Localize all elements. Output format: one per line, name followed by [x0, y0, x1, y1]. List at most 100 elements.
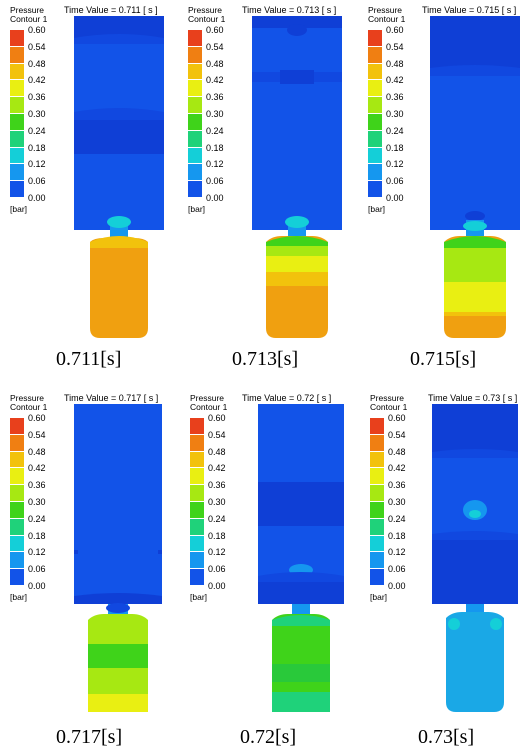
- legend-color-step: [10, 80, 24, 98]
- legend-tick-label: 0.48: [206, 58, 224, 69]
- contour-panel-1: [74, 16, 170, 347]
- time-label-6: Time Value = 0.73 [ s ]: [428, 393, 518, 403]
- legend-tick-label: 0.00: [28, 581, 46, 591]
- contour-panel-3: [430, 16, 526, 347]
- legend-3: Pressure Contour 1 [bar] 0.60 0.54 0.48 0.4…: [368, 6, 424, 218]
- legend-colorbar: [368, 30, 382, 198]
- contour-image-2: [252, 16, 342, 338]
- time-label-2: Time Value = 0.713 [ s ]: [242, 5, 337, 15]
- legend-color-step: [10, 30, 24, 47]
- legend-color-step: [190, 569, 204, 586]
- legend-title: Pressure Contour 1: [370, 393, 408, 412]
- legend-tick-label: 0.18: [208, 530, 226, 541]
- legend-color-step: [10, 468, 24, 486]
- legend-color-step: [190, 485, 204, 502]
- legend-tick-label: 0.00: [28, 193, 46, 203]
- legend-colorbar: [10, 30, 24, 198]
- caption-5: 0.72[s]: [240, 726, 297, 748]
- legend-tick-label: 0.60: [208, 413, 226, 423]
- legend-tick-label: 0.42: [206, 75, 224, 86]
- legend-color-step: [188, 181, 202, 198]
- legend-tick-label: 0.06: [28, 564, 46, 575]
- legend-tick-label: 0.54: [28, 41, 46, 52]
- contour-image-3: [430, 16, 520, 338]
- legend-color-step: [10, 181, 24, 198]
- legend-color-step: [190, 434, 204, 452]
- legend-tick-label: 0.42: [386, 75, 404, 86]
- legend-tick-label: 0.36: [386, 92, 404, 103]
- legend-tick-label: 0.36: [388, 480, 406, 491]
- legend-color-step: [188, 30, 202, 47]
- legend-tick-label: 0.36: [208, 480, 226, 491]
- legend-color-step: [190, 552, 204, 570]
- legend-unit: [bar]: [10, 204, 28, 214]
- legend-tick-label: 0.00: [208, 581, 226, 591]
- legend-color-step: [370, 418, 384, 435]
- legend-color-step: [10, 552, 24, 570]
- legend-tick-label: 0.06: [208, 564, 226, 575]
- legend-title: Pressure Contour 1: [368, 5, 406, 24]
- legend-color-step: [190, 518, 204, 536]
- legend-tick-label: 0.24: [28, 125, 46, 136]
- legend-tick-label: 0.36: [28, 480, 46, 491]
- time-label-1: Time Value = 0.711 [ s ]: [64, 5, 158, 15]
- legend-tick-label: 0.30: [28, 497, 46, 507]
- contour-panel-4: [74, 404, 170, 719]
- legend-color-step: [188, 46, 202, 64]
- legend-color-step: [370, 451, 384, 469]
- legend-color-step: [190, 501, 204, 519]
- legend-tick-label: 0.30: [208, 497, 226, 507]
- legend-tick-label: 0.06: [206, 176, 224, 187]
- contour-image-4: [74, 404, 162, 712]
- legend-color-step: [370, 468, 384, 486]
- legend-color-step: [10, 501, 24, 519]
- legend-tick-label: 0.18: [388, 530, 406, 541]
- legend-tick-label: 0.00: [388, 581, 406, 591]
- legend-color-step: [368, 130, 382, 148]
- legend-tick-label: 0.54: [388, 429, 406, 440]
- legend-tick-label: 0.60: [206, 25, 224, 35]
- legend-tick-label: 0.54: [386, 41, 404, 52]
- legend-tick-label: 0.48: [208, 446, 226, 457]
- legend-tick-label: 0.18: [206, 142, 224, 153]
- legend-title: Pressure Contour 1: [10, 5, 48, 24]
- legend-color-step: [368, 46, 382, 64]
- contour-panel-6: [432, 404, 528, 719]
- legend-color-step: [10, 164, 24, 182]
- legend-tick-label: 0.24: [388, 513, 406, 524]
- legend-color-step: [188, 113, 202, 131]
- legend-tick-label: 0.18: [28, 142, 46, 153]
- caption-1: 0.711[s]: [56, 348, 122, 370]
- legend-color-step: [10, 147, 24, 165]
- legend-color-step: [188, 130, 202, 148]
- legend-color-step: [10, 97, 24, 114]
- caption-6: 0.73[s]: [418, 726, 475, 748]
- legend-tick-label: 0.12: [28, 159, 46, 170]
- legend-tick-label: 0.54: [206, 41, 224, 52]
- legend-tick-label: 0.48: [28, 446, 46, 457]
- legend-tick-label: 0.18: [28, 530, 46, 541]
- legend-tick-label: 0.48: [386, 58, 404, 69]
- legend-tick-label: 0.30: [388, 497, 406, 507]
- legend-color-step: [10, 434, 24, 452]
- legend-tick-label: 0.42: [28, 75, 46, 86]
- legend-color-step: [368, 147, 382, 165]
- legend-tick-label: 0.36: [28, 92, 46, 103]
- legend-color-step: [188, 147, 202, 165]
- legend-tick-label: 0.54: [28, 429, 46, 440]
- legend-tick-label: 0.24: [386, 125, 404, 136]
- legend-color-step: [10, 418, 24, 435]
- legend-tick-label: 0.42: [208, 463, 226, 474]
- legend-color-step: [10, 46, 24, 64]
- legend-color-step: [190, 535, 204, 553]
- legend-color-step: [188, 63, 202, 81]
- legend-color-step: [370, 434, 384, 452]
- contour-panel-5: [258, 404, 354, 719]
- legend-tick-label: 0.06: [28, 176, 46, 187]
- legend-tick-label: 0.24: [208, 513, 226, 524]
- legend-tick-label: 0.12: [28, 547, 46, 558]
- legend-1: Pressure Contour 1 [bar] 0.60 0.54 0.48 0.4…: [10, 6, 66, 218]
- legend-colorbar: [188, 30, 202, 198]
- legend-tick-label: 0.60: [386, 25, 404, 35]
- legend-color-step: [190, 468, 204, 486]
